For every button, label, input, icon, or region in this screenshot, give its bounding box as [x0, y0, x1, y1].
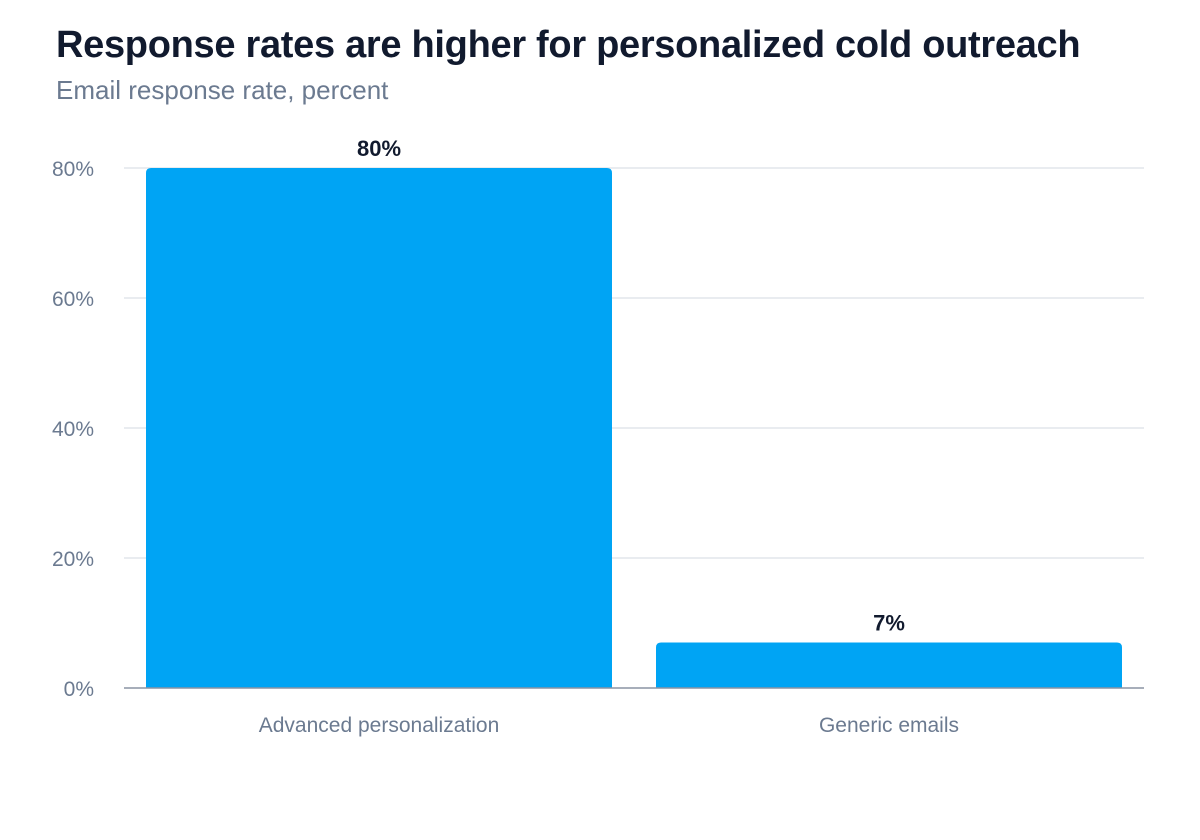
bar — [656, 642, 1122, 688]
y-tick-label: 0% — [64, 678, 94, 701]
category-labels: Advanced personalization Generic emails — [259, 714, 959, 737]
x-category-label: Generic emails — [819, 714, 959, 737]
y-tick-label: 80% — [52, 158, 94, 181]
chart-title: Response rates are higher for personaliz… — [56, 24, 1081, 66]
bar-value-label: 80% — [357, 136, 401, 161]
value-labels: 80% 7% — [357, 136, 905, 636]
bar — [146, 168, 612, 688]
chart-subtitle: Email response rate, percent — [56, 75, 389, 105]
y-tick-label: 60% — [52, 288, 94, 311]
y-axis-ticks: 0% 20% 40% 60% 80% — [52, 158, 94, 701]
y-tick-label: 20% — [52, 548, 94, 571]
bar-value-label: 7% — [873, 611, 905, 636]
bars — [146, 168, 1122, 688]
x-category-label: Advanced personalization — [259, 714, 500, 737]
y-tick-label: 40% — [52, 418, 94, 441]
